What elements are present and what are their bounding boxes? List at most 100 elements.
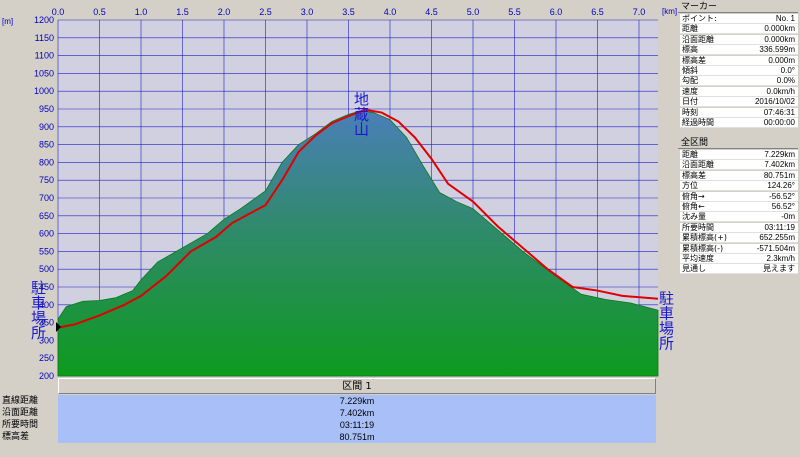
x-tick-label: 5.5	[508, 7, 521, 17]
x-tick-label: 6.0	[550, 7, 563, 17]
panel-row-label: 速度	[682, 86, 698, 96]
y-tick-label: 600	[39, 229, 54, 239]
panel-row-value: -571.504m	[756, 243, 795, 253]
panel-row: 日付 2016/10/02	[680, 97, 798, 108]
y-tick-label: 550	[39, 246, 54, 256]
panel-row-value: 336.599m	[759, 45, 795, 55]
x-tick-label: 0.0	[52, 7, 65, 17]
panel-row-value: 0.0km/h	[766, 86, 795, 96]
y-tick-label: 1050	[34, 68, 54, 78]
panel-row: ポイント: No. 1	[680, 14, 798, 24]
y-tick-label: 1000	[34, 86, 54, 96]
panel-row-value: 7.402km	[764, 160, 795, 170]
summary-value: 80.751m	[58, 431, 656, 443]
panel-row: 距離 7.229km	[680, 150, 798, 160]
y-tick-label: 1100	[35, 51, 54, 61]
y-tick-labels: 200 250 300 350 400 450 500 550 600 650 700 750 800 8…	[34, 15, 54, 380]
x-tick-label: 1.5	[176, 7, 189, 17]
summary-label: 所要時間	[2, 420, 39, 430]
start-marker-icon	[56, 322, 61, 332]
summary-value: 7.402km	[58, 407, 656, 419]
panel-row-label: 沿面距離	[682, 34, 714, 44]
panel-row-label: 傾斜	[682, 66, 698, 75]
panel-row-value: 124.26°	[767, 181, 795, 191]
y-tick-label: 1150	[35, 33, 54, 43]
y-tick-label: 450	[39, 282, 54, 292]
panel-row-label: 俯角→	[682, 191, 705, 201]
panel-row-label: 所要時間	[682, 222, 714, 232]
x-tick-labels: 0.0 0.5 1.0 1.5 2.0 2.5 3.0 3.5 4.0 4.5 5.0 5.5 6.0 6…	[52, 7, 646, 17]
panel-row: 見通し 見えます	[680, 264, 798, 275]
x-tick-label: 3.5	[342, 7, 355, 17]
panel-row: 俯角→ -56.52°	[680, 191, 798, 202]
y-tick-label: 750	[39, 175, 54, 185]
y-tick-label: 200	[39, 371, 54, 380]
x-tick-label: 4.0	[384, 7, 397, 17]
panel-row-label: 沈み量	[682, 212, 706, 222]
info-panel: マーカー ポイント: No. 1 距離 0.000km 沿面距離 0.000km 標高 336.…	[678, 0, 800, 457]
panel-row-label: 日付	[682, 97, 698, 107]
y-tick-label: 500	[39, 264, 54, 274]
panel-row-value: 0.000m	[768, 55, 795, 65]
panel-row-label: 累積標高(+)	[682, 233, 727, 243]
panel-row: 標高差 0.000m	[680, 55, 798, 66]
annotation-label: 駐車場所	[657, 291, 675, 351]
x-tick-label: 1.0	[135, 7, 148, 17]
panel-row-label: 標高差	[682, 55, 706, 65]
panel-row: 沈み量 -0m	[680, 212, 798, 223]
panel-row-label: 俯角←	[682, 202, 705, 211]
panel-row: 勾配 0.0%	[680, 76, 798, 87]
x-tick-label: 7.0	[633, 7, 646, 17]
marker-panel-title: マーカー	[678, 2, 798, 13]
x-tick-label: 2.5	[259, 7, 272, 17]
summary-value: 7.229km	[58, 395, 656, 407]
summary-label: 直線距離	[2, 396, 39, 406]
y-tick-label: 350	[39, 318, 54, 328]
panel-row-label: 標高	[682, 45, 698, 55]
y-tick-label: 300	[39, 335, 54, 345]
panel-row-value: 00:00:00	[763, 118, 795, 127]
track-line	[57, 108, 659, 329]
panel-row: 経過時間 00:00:00	[680, 118, 798, 128]
panel-row-label: 沿面距離	[682, 160, 714, 170]
y-tick-label: 1200	[34, 15, 54, 25]
annotation-label: 地蔵山	[352, 91, 370, 136]
section-header[interactable]: 区間 1	[58, 378, 656, 394]
panel-row: 傾斜 0.0°	[680, 66, 798, 76]
y-tick-label: 400	[39, 300, 54, 310]
summary-value: 03:11:19	[58, 419, 656, 431]
panel-row-value: 652.255m	[759, 233, 795, 243]
panel-row: 累積標高(+) 652.255m	[680, 233, 798, 244]
panel-row-value: 0.0%	[776, 76, 795, 86]
panel-row: 標高差 80.751m	[680, 170, 798, 181]
panel-row-label: 見通し	[682, 264, 706, 274]
panel-row-value: 0.000km	[764, 34, 795, 44]
panel-row-value: No. 1	[775, 14, 795, 23]
panel-row-value: -56.52°	[769, 191, 795, 201]
panel-row-value: 2016/10/02	[754, 97, 795, 107]
panel-row: 時刻 07:46:31	[680, 107, 798, 118]
y-tick-label: 250	[39, 353, 54, 363]
panel-row-label: ポイント:	[682, 14, 717, 23]
x-tick-label: 2.0	[218, 7, 231, 17]
track-line-layer	[57, 108, 659, 329]
panel-row: 沿面距離 7.402km	[680, 160, 798, 171]
panel-row-value: 80.751m	[763, 170, 795, 180]
y-tick-label: 800	[39, 157, 54, 167]
total-panel-title: 全区間	[678, 138, 798, 149]
panel-row-label: 標高差	[682, 170, 706, 180]
y-tick-label: 900	[39, 122, 54, 132]
x-unit-label: [km]	[662, 7, 677, 16]
y-tick-label: 850	[39, 140, 54, 150]
summary-row-straight-distance: 直線距離 7.229km	[0, 395, 660, 407]
summary-row-elevation-diff: 標高差 80.751m	[0, 431, 660, 443]
panel-row-value: 0.000km	[764, 24, 795, 34]
panel-row: 標高 336.599m	[680, 45, 798, 56]
panel-row: 速度 0.0km/h	[680, 86, 798, 97]
y-tick-label: 650	[39, 211, 54, 221]
panel-row-value: 56.52°	[771, 202, 795, 211]
panel-row-value: 03:11:19	[764, 222, 795, 232]
summary-label: 標高差	[2, 432, 30, 442]
panel-row: 沿面距離 0.000km	[680, 34, 798, 45]
